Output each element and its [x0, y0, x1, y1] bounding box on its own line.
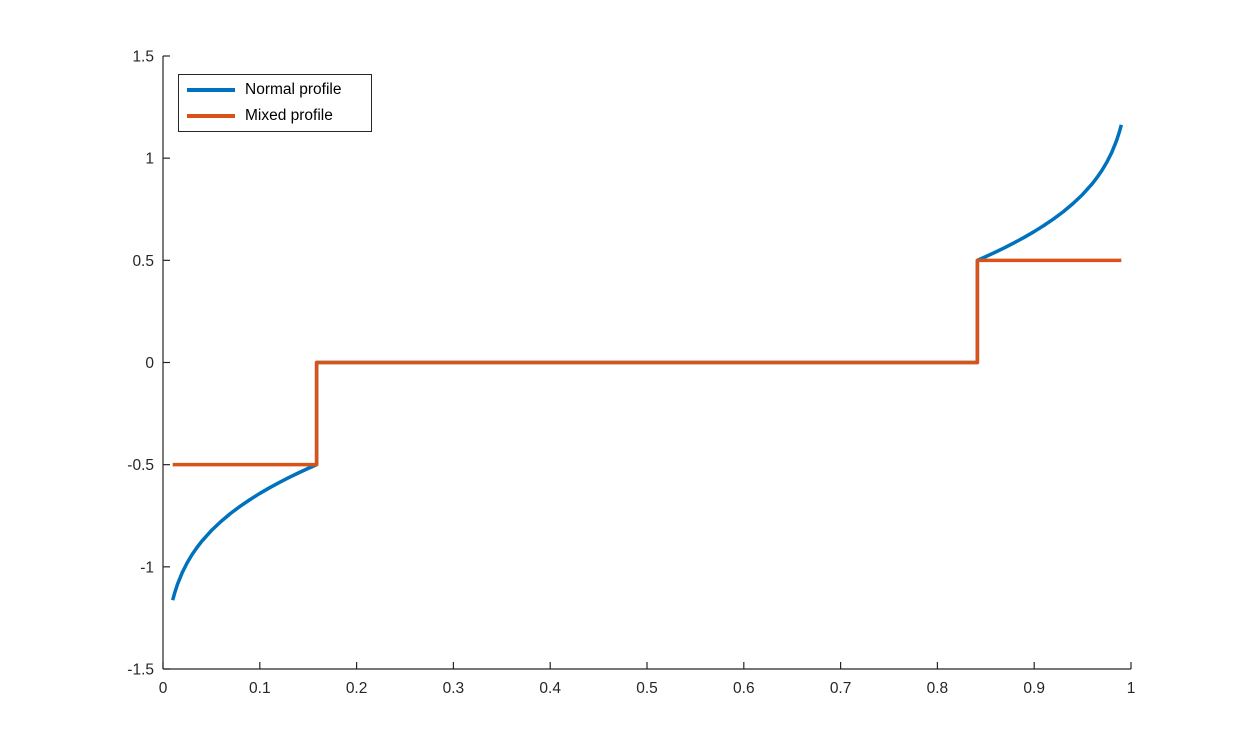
y-tick-label: -1.5 [127, 662, 154, 679]
legend-item-label: Mixed profile [245, 107, 333, 124]
y-tick-label: -1 [140, 559, 154, 576]
y-tick-label: -0.5 [127, 457, 154, 474]
legend: Normal profile Mixed profile [178, 74, 372, 132]
x-tick-label: 0.8 [927, 680, 949, 697]
x-tick-label: 0.9 [1023, 680, 1045, 697]
series-line-mixed-profile [172, 258, 1122, 467]
x-tick-label: 0.2 [346, 680, 368, 697]
legend-item-label: Normal profile [245, 81, 342, 98]
x-tick-label: 0.4 [539, 680, 561, 697]
x-tick-label: 0.7 [830, 680, 852, 697]
legend-item: Normal profile [179, 77, 371, 103]
legend-line-sample [187, 114, 235, 118]
y-tick-label: 1 [145, 151, 154, 168]
legend-line-sample [187, 88, 235, 92]
x-tick-label: 0 [159, 680, 168, 697]
x-tick-label: 0.1 [249, 680, 271, 697]
x-tick-label: 0.6 [733, 680, 755, 697]
y-tick-label: 1.5 [132, 49, 154, 66]
legend-item: Mixed profile [179, 103, 371, 129]
x-tick-label: 0.5 [636, 680, 658, 697]
x-tick-label: 1 [1127, 680, 1136, 697]
y-tick-label: 0.5 [132, 253, 154, 270]
y-tick-label: 0 [145, 355, 154, 372]
x-tick-label: 0.3 [443, 680, 465, 697]
